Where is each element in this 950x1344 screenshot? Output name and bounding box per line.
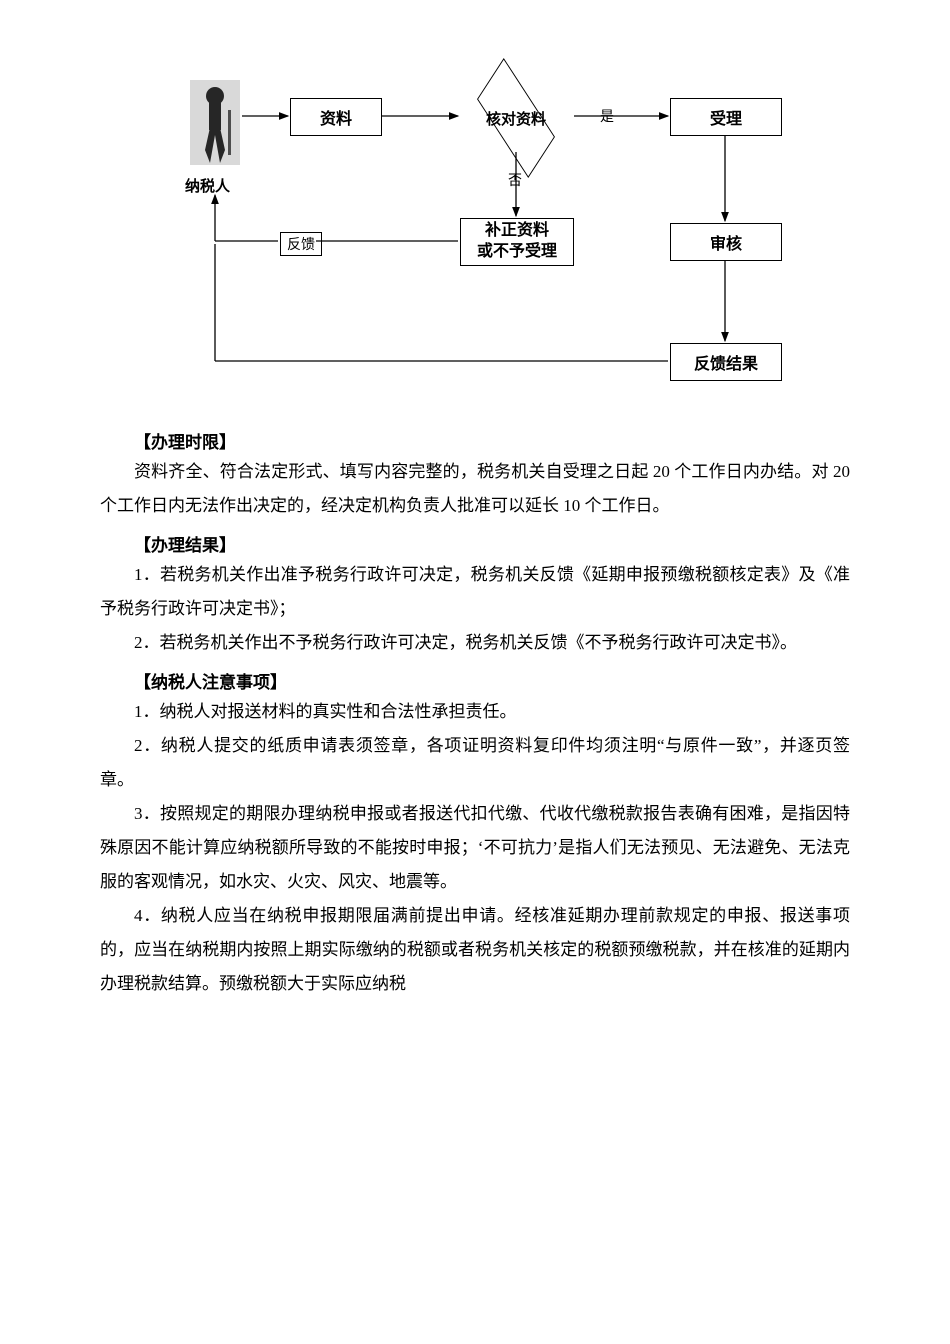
node-review-label: 审核 (710, 230, 742, 254)
para-notice-2: 2．纳税人提交的纸质申请表须签章，各项证明资料复印件均须注明“与原件一致”，并逐… (100, 729, 850, 797)
heading-result: 【办理结果】 (134, 531, 850, 556)
para-notice-4: 4．纳税人应当在纳税申报期限届满前提出申请。经核准延期办理前款规定的申报、报送事… (100, 899, 850, 1001)
edge-no-label: 否 (508, 170, 522, 190)
node-data-label: 资料 (320, 105, 352, 129)
node-correct: 补正资料 或不予受理 (460, 218, 574, 266)
node-data: 资料 (290, 98, 382, 136)
para-notice-1: 1．纳税人对报送材料的真实性和合法性承担责任。 (100, 695, 850, 729)
para-time-limit: 资料齐全、符合法定形式、填写内容完整的，税务机关自受理之日起 20 个工作日内办… (100, 455, 850, 523)
para-result-2: 2．若税务机关作出不予税务行政许可决定，税务机关反馈《不予税务行政许可决定书》。 (100, 626, 850, 660)
node-correct-line2: 或不予受理 (477, 242, 557, 263)
node-feedback-label: 反馈 (287, 236, 315, 252)
node-correct-line1: 补正资料 (477, 221, 557, 242)
node-feedback: 反馈 (280, 232, 322, 256)
edge-yes-label: 是 (600, 106, 614, 126)
heading-time-limit: 【办理时限】 (134, 428, 850, 453)
process-flowchart: 纳税人 资料 核对资料 受理 补正资料 或不予受理 审核 反馈结果 (160, 60, 860, 420)
para-notice-3: 3．按照规定的期限办理纳税申报或者报送代扣代缴、代收代缴税款报告表确有困难，是指… (100, 797, 850, 899)
node-verify (477, 58, 555, 178)
node-accept-label: 受理 (710, 105, 742, 129)
person-icon (190, 80, 240, 165)
node-result: 反馈结果 (670, 343, 782, 381)
heading-notice: 【纳税人注意事项】 (134, 668, 850, 693)
node-review: 审核 (670, 223, 782, 261)
taxpayer-label: 纳税人 (185, 175, 230, 196)
node-accept: 受理 (670, 98, 782, 136)
para-result-1: 1．若税务机关作出准予税务行政许可决定，税务机关反馈《延期申报预缴税额核定表》及… (100, 558, 850, 626)
node-result-label: 反馈结果 (694, 350, 758, 374)
document-page: 纳税人 资料 核对资料 受理 补正资料 或不予受理 审核 反馈结果 (0, 0, 950, 1061)
